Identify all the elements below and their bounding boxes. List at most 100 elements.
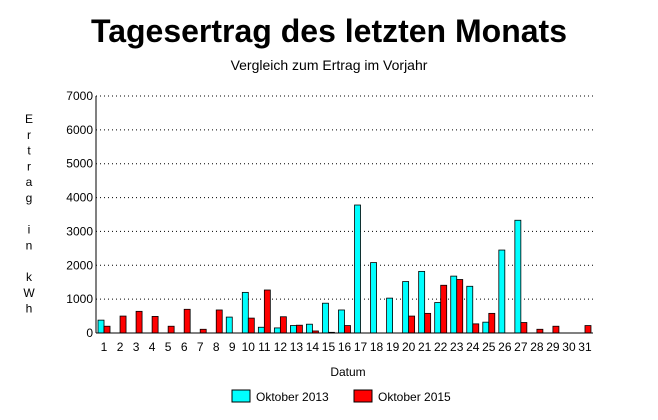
x-tick-label: 24	[466, 340, 480, 354]
x-tick-label: 15	[322, 340, 336, 354]
x-tick-label: 20	[402, 340, 416, 354]
bar	[306, 323, 313, 334]
y-tick-label: 2000	[66, 258, 93, 272]
bars	[97, 204, 592, 334]
y-axis-label-char: g	[26, 191, 33, 205]
bar	[151, 316, 159, 334]
y-tick-label: 5000	[66, 157, 93, 171]
y-axis-label-char: k	[26, 270, 33, 284]
y-axis-label-char: r	[27, 128, 31, 142]
chart-title: Tagesertrag des letzten Monats	[91, 13, 567, 49]
bar	[322, 302, 329, 334]
bar	[514, 219, 522, 334]
bar	[273, 327, 281, 334]
bar	[279, 316, 287, 334]
y-tick-label: 6000	[66, 123, 93, 137]
bar	[450, 275, 458, 334]
bar	[183, 308, 191, 334]
bar	[257, 326, 265, 334]
bar	[402, 281, 410, 334]
x-tick-label: 25	[482, 340, 496, 354]
bar	[241, 291, 249, 334]
y-axis-label-char: r	[27, 159, 31, 173]
x-tick-label: 4	[149, 340, 156, 354]
bar	[370, 262, 377, 334]
x-tick-label: 16	[338, 340, 352, 354]
x-tick-label: 19	[386, 340, 400, 354]
y-tick-labels: 0 1000 2000 3000 4000 5000 6000 7000	[66, 89, 93, 340]
x-tick-label: 29	[546, 340, 560, 354]
bar	[296, 324, 303, 334]
bar	[247, 317, 255, 334]
x-tick-labels: 1 2 3 4 5 6 7 8 9 10 11 12 13 14 15 16 17 18 19 20 21 22 23 24 2…	[101, 340, 592, 354]
x-tick-label: 2	[117, 340, 124, 354]
x-tick-label: 28	[530, 340, 544, 354]
bar	[354, 204, 361, 334]
x-tick-label: 12	[274, 340, 288, 354]
x-tick-label: 8	[213, 340, 220, 354]
bar	[488, 312, 496, 334]
legend: Oktober 2013 Oktober 2015	[231, 389, 451, 404]
bar	[103, 325, 111, 334]
bar	[472, 323, 480, 334]
bar	[536, 328, 544, 334]
bar	[424, 312, 432, 334]
bar	[386, 297, 393, 334]
y-axis-label-char: a	[26, 175, 33, 189]
x-tick-label: 23	[450, 340, 464, 354]
bar	[440, 284, 448, 334]
bar	[263, 289, 271, 334]
x-tick-label: 30	[562, 340, 576, 354]
x-axis-label: Datum	[330, 365, 365, 379]
bar	[97, 319, 105, 334]
y-tick-label: 7000	[66, 89, 93, 103]
y-tick-label: 1000	[66, 292, 93, 306]
bar	[408, 315, 416, 334]
bar	[344, 325, 351, 334]
x-tick-label: 18	[370, 340, 384, 354]
x-tick-label: 17	[354, 340, 368, 354]
x-tick-label: 9	[229, 340, 236, 354]
bar	[482, 321, 490, 334]
bar	[466, 285, 474, 334]
legend-swatch	[231, 389, 251, 403]
x-tick-label: 14	[306, 340, 320, 354]
bar	[225, 316, 233, 334]
bar	[552, 325, 560, 334]
bar	[167, 325, 175, 334]
x-tick-label: 27	[514, 340, 528, 354]
chart-subtitle: Vergleich zum Ertrag im Vorjahr	[231, 57, 428, 73]
legend-label: Oktober 2013	[256, 390, 329, 404]
x-tick-label: 10	[242, 340, 256, 354]
x-tick-label: 5	[165, 340, 172, 354]
x-tick-label: 11	[258, 340, 271, 354]
legend-label: Oktober 2015	[378, 390, 451, 404]
bar	[456, 279, 464, 334]
y-tick-label: 0	[86, 326, 93, 340]
bar	[498, 249, 506, 334]
x-tick-label: 31	[578, 340, 592, 354]
x-tick-label: 1	[101, 340, 108, 354]
x-tick-label: 6	[181, 340, 188, 354]
x-tick-label: 3	[133, 340, 140, 354]
x-tick-label: 26	[498, 340, 512, 354]
bar	[418, 270, 426, 334]
x-tick-label: 21	[418, 340, 432, 354]
bar	[215, 309, 223, 334]
bar	[119, 315, 127, 334]
y-axis-label-char: E	[25, 112, 33, 126]
y-axis-label-char: n	[26, 238, 33, 252]
x-tick-label: 7	[197, 340, 204, 354]
bar	[199, 328, 207, 334]
y-axis-label-char: i	[28, 223, 31, 237]
bar	[520, 322, 528, 334]
y-axis-label-char: h	[26, 302, 33, 316]
bar	[584, 325, 592, 334]
y-axis-label-char: t	[27, 144, 31, 158]
legend-swatch	[353, 389, 373, 403]
bar	[135, 310, 143, 334]
bar	[338, 309, 345, 334]
grid-lines	[96, 95, 593, 300]
